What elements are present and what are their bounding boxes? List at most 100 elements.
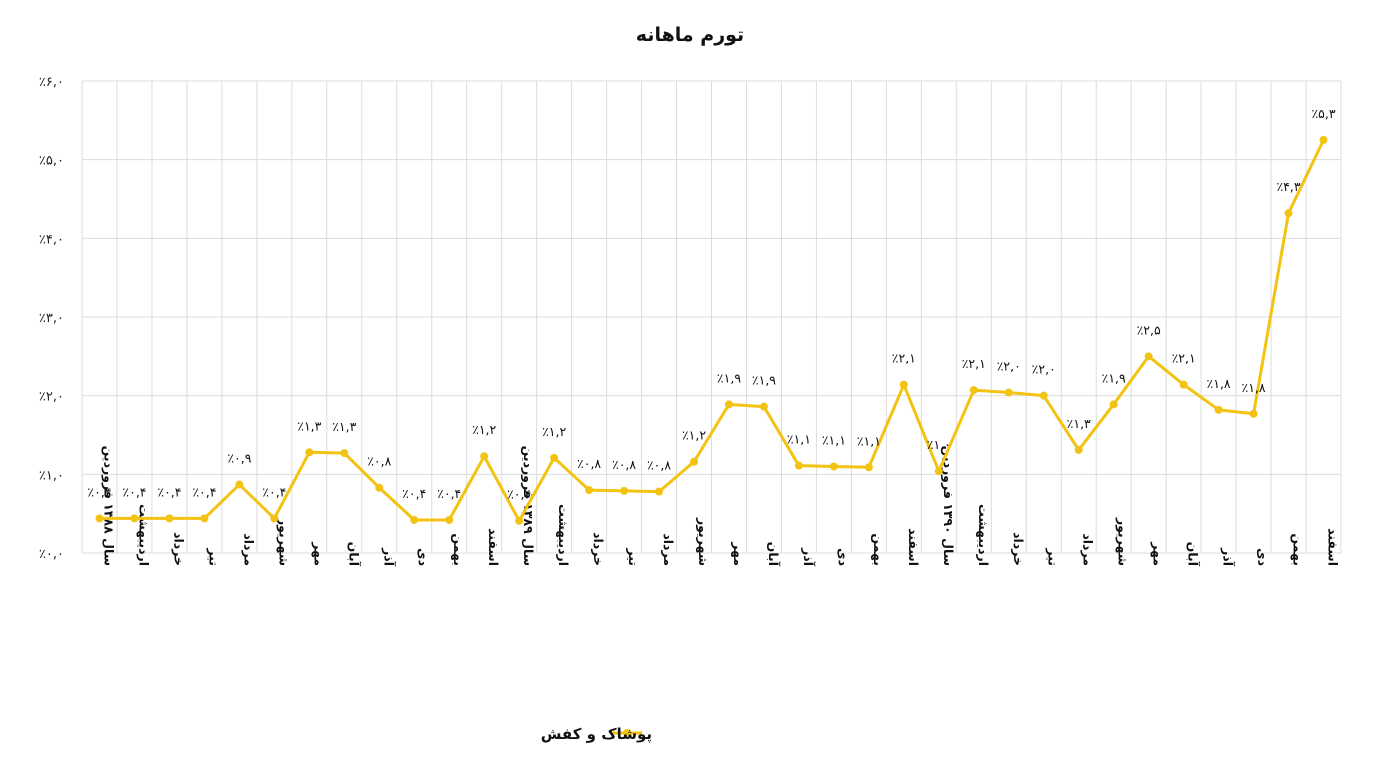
x-tick-label: تیر — [1046, 547, 1061, 566]
data-label: ٪۲,۱ — [1172, 351, 1196, 366]
x-tick-label: اردیبهشت — [556, 504, 571, 566]
data-point — [200, 514, 209, 523]
data-point — [340, 449, 349, 458]
x-tick-label: آذر — [381, 547, 396, 567]
data-point — [899, 380, 908, 389]
x-tick-label: مهر — [731, 541, 746, 566]
data-label: ٪۰,۴ — [192, 484, 216, 499]
x-tick-label: سال ۱۳۸۸ فروردین — [101, 446, 116, 566]
x-tick-label: اسفند — [906, 528, 921, 566]
data-point — [724, 400, 733, 409]
data-point — [130, 514, 139, 523]
data-point — [1074, 445, 1083, 454]
data-point — [1109, 400, 1118, 409]
y-tick-label: ٪۵,۰ — [39, 154, 64, 169]
y-tick-label: ٪۲,۰ — [39, 390, 64, 405]
x-tick-label: شهریور — [276, 517, 291, 566]
data-point — [410, 515, 419, 524]
x-tick-label: تیر — [626, 547, 641, 566]
x-tick-label: مرداد — [1081, 533, 1096, 566]
x-tick-label: دی — [416, 548, 431, 566]
data-point — [165, 514, 174, 523]
y-tick-label: ٪۰,۰ — [39, 547, 64, 562]
data-labels: ٪۰,۴ ٪۰,۴ ٪۰,۴ ٪۰,۴ ٪۰,۹ ٪۰,۴ ٪۱,۳ ٪۱,۳ ٪۰,۸ ٪۰,۴… — [87, 106, 1335, 502]
data-label: ٪۱,۲ — [542, 424, 566, 439]
data-label: ٪۲,۰ — [1032, 362, 1056, 377]
x-tick-label: خرداد — [1011, 532, 1026, 566]
data-point — [1144, 352, 1153, 361]
x-tick-label: اسفند — [1326, 528, 1341, 566]
x-tick-label: اسفند — [486, 528, 501, 566]
x-tick-label: آذر — [1221, 547, 1236, 567]
x-tick-label: سال ۱۳۹۰ فروردین — [941, 446, 956, 566]
data-label: ٪۰,۹ — [227, 451, 251, 466]
x-tick-label: شهریور — [696, 517, 711, 566]
data-point — [794, 461, 803, 470]
x-tick-label: مهر — [311, 541, 326, 566]
data-label: ٪۰,۴ — [262, 484, 286, 499]
data-label: ٪۰,۸ — [367, 454, 391, 469]
data-label: ٪۱,۹ — [752, 373, 776, 388]
legend-marker — [623, 729, 631, 737]
x-axis: سال ۱۳۸۸ فروردین اردیبهشت خرداد تیر مرداد شهر… — [101, 446, 1340, 567]
data-label: ٪۱,۳ — [297, 418, 321, 433]
x-tick-label: اردیبهشت — [976, 504, 991, 566]
data-label: ٪۲,۱ — [962, 356, 986, 371]
data-point — [585, 486, 594, 495]
data-point — [95, 514, 104, 523]
x-tick-label: خرداد — [171, 532, 186, 566]
data-label: ٪۰,۴ — [507, 487, 531, 502]
data-label: ٪۱,۳ — [332, 419, 356, 434]
data-label: ٪۱,۱ — [857, 433, 881, 448]
data-point — [829, 462, 838, 471]
data-point — [1284, 209, 1293, 218]
data-point — [270, 514, 279, 523]
data-label: ٪۱,۰ — [927, 437, 951, 452]
x-tick-label: مرداد — [241, 533, 256, 566]
data-point — [480, 452, 489, 461]
x-tick-label: بهمن — [871, 533, 886, 566]
legend-label: پوشاک و کفش — [541, 725, 652, 744]
data-label: ٪۱,۲ — [682, 428, 706, 443]
x-tick-label: آبان — [1186, 542, 1201, 567]
data-point — [759, 402, 768, 411]
series-line-group — [95, 136, 1328, 525]
series-line — [99, 139, 1325, 523]
data-label: ٪۰,۴ — [402, 486, 426, 501]
data-label: ٪۱,۹ — [717, 370, 741, 385]
x-tick-label: آبان — [766, 542, 781, 567]
x-tick-label: دی — [836, 548, 851, 566]
data-label: ٪۰,۴ — [87, 484, 111, 499]
data-point — [375, 483, 384, 492]
x-tick-label: آبان — [346, 542, 361, 567]
x-tick-label: تیر — [206, 547, 221, 566]
data-label: ٪۰,۸ — [577, 456, 601, 471]
data-point — [1039, 391, 1048, 400]
data-point — [1179, 380, 1188, 389]
data-label: ٪۱,۱ — [787, 432, 811, 447]
data-point — [620, 486, 629, 495]
legend: پوشاک و کفش — [541, 725, 652, 744]
data-label: ٪۵,۳ — [1311, 106, 1335, 121]
x-tick-label: شهریور — [1116, 517, 1131, 566]
data-label: ٪۱,۸ — [1242, 380, 1266, 395]
x-tick-label: خرداد — [591, 532, 606, 566]
x-tick-label: مهر — [1151, 541, 1166, 566]
data-point — [934, 467, 943, 476]
x-tick-label: دی — [1256, 548, 1271, 566]
chart-title: تورم ماهانه — [636, 24, 744, 46]
y-tick-label: ٪۱,۰ — [39, 468, 64, 483]
x-tick-label: آذر — [801, 547, 816, 567]
data-label: ٪۱,۳ — [1067, 416, 1091, 431]
data-point — [1214, 405, 1223, 414]
data-point — [515, 516, 524, 525]
data-point — [1249, 409, 1258, 418]
data-label: ٪۱,۸ — [1207, 376, 1231, 391]
data-point — [235, 480, 244, 489]
x-tick-label: مرداد — [661, 533, 676, 566]
y-axis: ٪۰,۰ ٪۱,۰ ٪۲,۰ ٪۳,۰ ٪۴,۰ ٪۵,۰ ٪۶,۰ — [39, 75, 64, 562]
y-tick-label: ٪۶,۰ — [39, 75, 64, 90]
x-tick-label: اردیبهشت — [136, 504, 151, 566]
data-point — [864, 463, 873, 472]
